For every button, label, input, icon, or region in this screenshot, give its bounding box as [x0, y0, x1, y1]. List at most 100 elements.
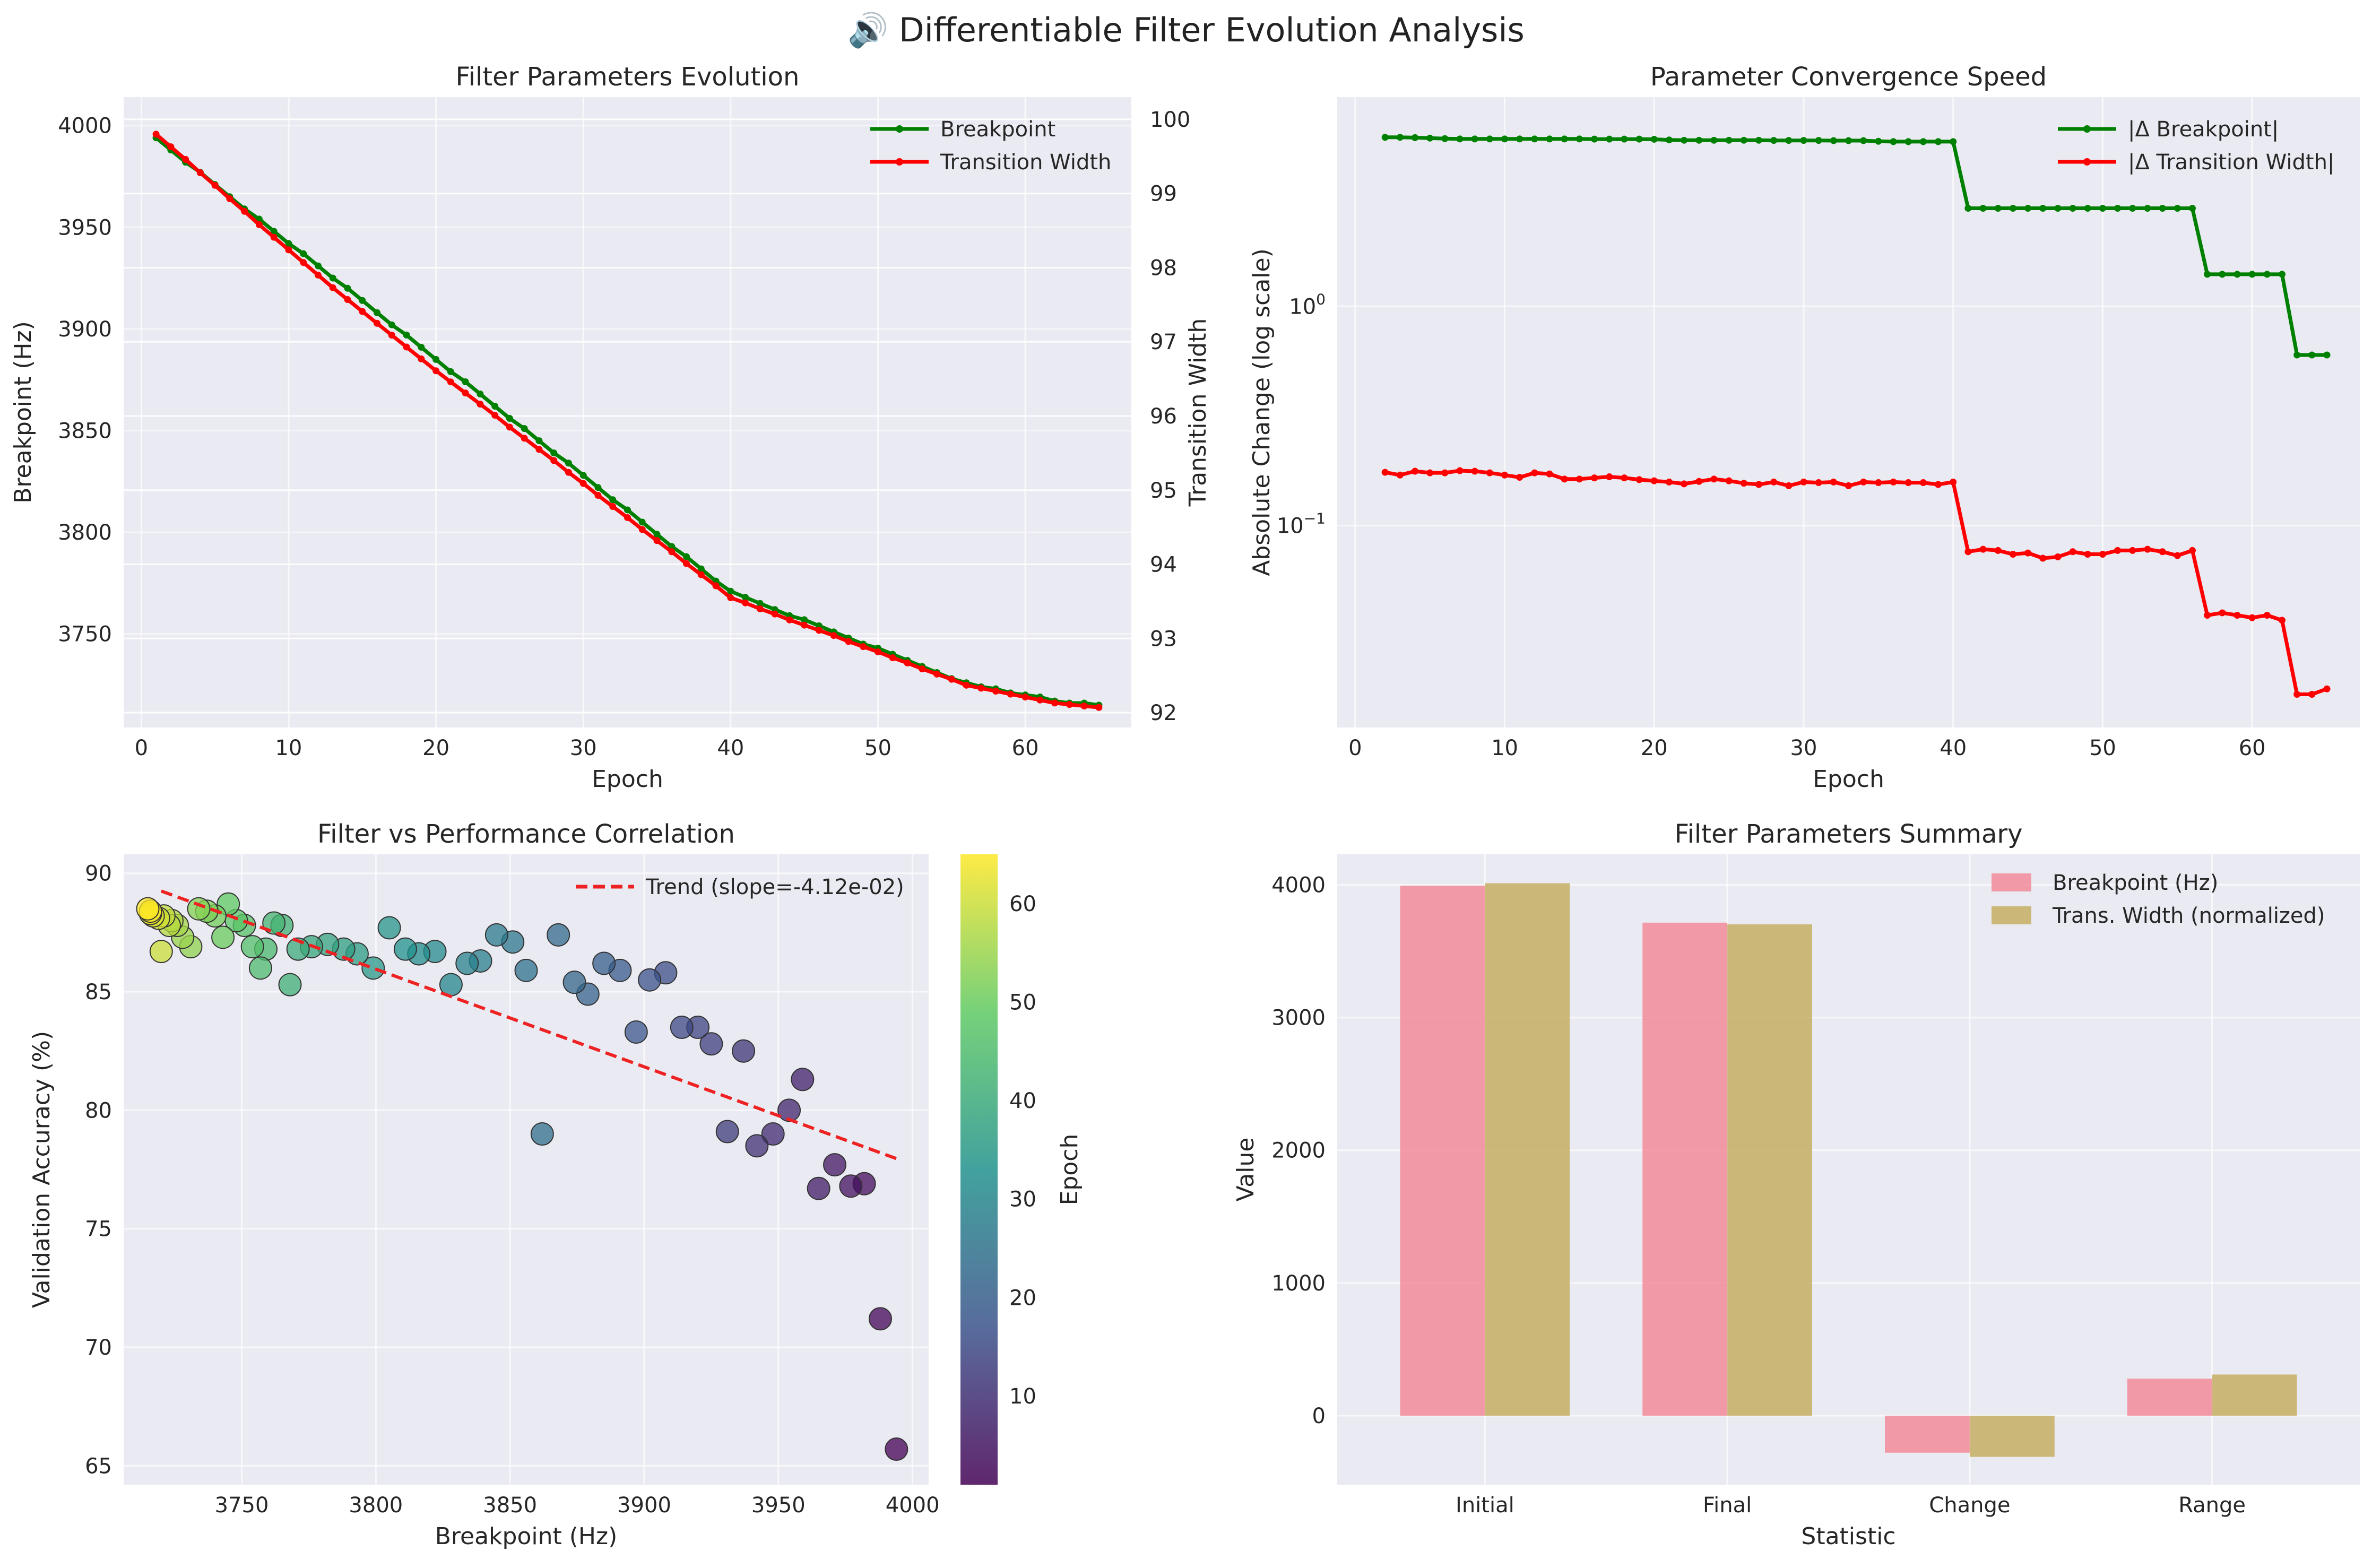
delta-transition-width-marker: [1396, 471, 1404, 479]
bar-breakpoint-change: [1885, 1415, 1970, 1453]
delta-transition-width-marker: [2069, 548, 2076, 556]
delta-transition-width-marker: [1471, 467, 1478, 475]
transition-width-marker: [977, 685, 985, 692]
y-tick-label: 75: [85, 1217, 112, 1242]
breakpoint-marker: [683, 553, 690, 560]
y-tick-label: 0: [1312, 1404, 1326, 1428]
delta-breakpoint-marker: [1935, 138, 1942, 145]
delta-transition-width-marker: [2129, 547, 2136, 554]
x-tick-label: 3750: [215, 1493, 269, 1518]
delta-breakpoint-marker: [1635, 135, 1643, 143]
y-axis-label: Value: [1232, 1138, 1259, 1202]
transition-width-marker: [196, 169, 204, 177]
y-tick-label: 3750: [58, 622, 112, 647]
x-tick-label: 10: [1491, 736, 1518, 760]
delta-transition-width-marker: [1964, 548, 1972, 556]
scatter-point: [547, 923, 570, 947]
delta-transition-width-marker: [1695, 478, 1703, 485]
delta-breakpoint-marker: [1471, 135, 1478, 143]
transition-width-marker: [388, 332, 395, 339]
transition-width-marker: [992, 688, 1000, 695]
scatter-point: [624, 1020, 648, 1044]
colorbar-tick-label: 40: [1009, 1089, 1036, 1113]
delta-breakpoint-marker: [2159, 205, 2166, 212]
transition-width-marker: [1051, 699, 1059, 707]
delta-breakpoint-marker: [1486, 135, 1493, 143]
transition-width-marker: [462, 389, 469, 397]
transition-width-marker: [374, 319, 381, 327]
transition-width-marker: [609, 503, 617, 510]
breakpoint-marker: [742, 594, 749, 601]
x-tick-label: 3800: [349, 1493, 403, 1518]
delta-breakpoint-marker: [1381, 134, 1389, 141]
delta-transition-width-marker: [1441, 469, 1449, 477]
delta-transition-width-marker: [1381, 469, 1389, 476]
breakpoint-marker: [579, 472, 587, 479]
delta-transition-width-marker: [1830, 478, 1837, 486]
delta-breakpoint-marker: [1875, 137, 1882, 145]
delta-transition-width-marker: [1516, 474, 1523, 481]
delta-transition-width-marker: [1725, 477, 1733, 484]
delta-transition-width-marker: [1994, 547, 2002, 554]
breakpoint-marker: [756, 600, 764, 607]
y-tick-label: 1000: [1271, 1271, 1326, 1296]
scatter-point: [791, 1068, 815, 1091]
transition-width-marker: [300, 259, 307, 266]
breakpoint-marker: [550, 449, 558, 457]
delta-transition-width-marker: [1740, 480, 1747, 487]
transition-width-marker: [329, 284, 336, 291]
delta-breakpoint-marker: [2188, 205, 2196, 212]
legend-marker: [2083, 158, 2091, 166]
y-axis-label: Absolute Change (log scale): [1248, 248, 1275, 576]
scatter-point: [885, 1437, 908, 1461]
delta-transition-width-marker: [1919, 479, 1927, 487]
delta-transition-width-marker: [1785, 482, 1793, 489]
legend-label: |Δ Breakpoint|: [2128, 117, 2279, 142]
breakpoint-marker: [447, 368, 454, 375]
legend-label: Trans. Width (normalized): [2052, 904, 2325, 928]
x-tick-label: 3900: [617, 1493, 671, 1518]
bar-trans-width-final: [1727, 924, 1812, 1416]
scatter-point: [823, 1153, 847, 1177]
panel-title: Parameter Convergence Speed: [1650, 62, 2047, 92]
delta-breakpoint-line: [1385, 135, 2327, 357]
transition-width-marker: [359, 308, 366, 315]
scatter-point: [530, 1122, 554, 1146]
delta-transition-width-marker: [2024, 549, 2032, 557]
y-tick-label: 4000: [1271, 873, 1326, 898]
delta-transition-width-marker: [2248, 614, 2256, 621]
transition-width-marker: [727, 594, 734, 601]
x-tick-label: 0: [135, 736, 148, 760]
legend-swatch: [1992, 906, 2031, 924]
transition-width-marker: [506, 423, 513, 431]
delta-breakpoint-marker: [1815, 137, 1822, 144]
transition-width-marker: [403, 343, 410, 351]
breakpoint-marker: [329, 274, 336, 282]
scatter-point: [361, 956, 385, 980]
scatter-point: [777, 1098, 801, 1122]
legend-marker: [896, 158, 903, 166]
transition-width-marker: [815, 627, 823, 634]
y2-tick-label: 97: [1150, 330, 1177, 354]
scatter-point: [807, 1176, 830, 1200]
panel-title: Filter Parameters Evolution: [456, 62, 800, 92]
transition-width-marker: [933, 670, 941, 678]
delta-breakpoint-marker: [1994, 205, 2002, 212]
delta-breakpoint-marker: [1650, 135, 1658, 143]
breakpoint-marker: [314, 262, 322, 270]
scatter-point: [377, 916, 401, 940]
delta-transition-width-marker: [1815, 479, 1822, 487]
delta-transition-width-marker: [1950, 478, 1957, 486]
delta-transition-width-marker: [1411, 467, 1418, 475]
breakpoint-marker: [594, 484, 602, 491]
x-tick-label: 30: [570, 736, 597, 760]
legend-label: |Δ Transition Width|: [2128, 150, 2334, 175]
scatter-point: [136, 897, 160, 921]
y-tick-label: 70: [85, 1336, 112, 1360]
y2-tick-label: 92: [1150, 701, 1177, 725]
delta-transition-width-marker: [2188, 547, 2196, 554]
legend-label: Breakpoint: [940, 117, 1055, 142]
delta-breakpoint-marker: [2248, 271, 2256, 278]
delta-transition-width-marker: [1860, 478, 1867, 486]
breakpoint-marker: [285, 240, 292, 247]
